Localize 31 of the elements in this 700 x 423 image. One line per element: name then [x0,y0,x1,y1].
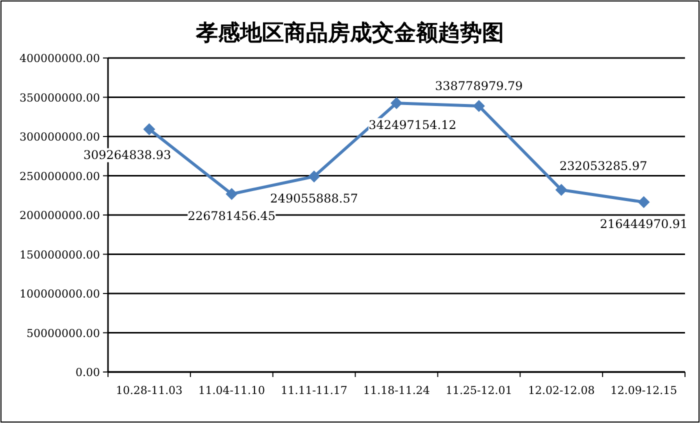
y-tick-label: 0.00 [76,366,100,379]
y-tick-label: 100000000.00 [20,288,100,300]
point [390,97,402,110]
data-label: 226781456.45 [188,208,276,223]
x-tick-label: 12.09-12.15 [610,384,678,397]
x-tick-label: 11.11-11.17 [280,384,348,397]
data-label: 309264838.93 [83,148,172,162]
point [638,196,650,208]
data-label: 232053285.97 [559,158,648,173]
y-tick-label: 150000000.00 [20,248,100,262]
x-tick-label: 12.02-12.08 [528,384,595,397]
point [308,170,320,182]
y-tick-label: 200000000.00 [20,209,100,222]
point [143,123,156,136]
y-tick-label: 250000000.00 [20,170,100,183]
data-label: 338778979.79 [435,79,523,94]
x-tick-label: 10.28-11.03 [116,384,183,397]
y-tick-label: 50000000.00 [26,326,100,340]
y-tick-label: 300000000.00 [20,130,100,144]
x-tick-label: 11.04-11.10 [198,384,265,397]
point [555,184,568,196]
data-label: 249055888.57 [270,191,358,206]
data-label: 216444970.91 [600,217,688,232]
chart-title: 孝感地区商品房成交金额趋势图 [195,20,504,46]
point [226,188,238,200]
x-tick-label: 11.18-11.24 [363,384,430,397]
point [472,100,485,112]
data-label: 342497154.12 [368,118,456,132]
y-tick-label: 400000000.00 [20,52,100,65]
x-tick-label: 11.25-12.01 [446,384,512,397]
y-tick-label: 350000000.00 [20,91,100,104]
